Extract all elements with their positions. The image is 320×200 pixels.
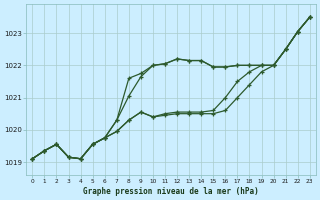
X-axis label: Graphe pression niveau de la mer (hPa): Graphe pression niveau de la mer (hPa) [83, 187, 259, 196]
